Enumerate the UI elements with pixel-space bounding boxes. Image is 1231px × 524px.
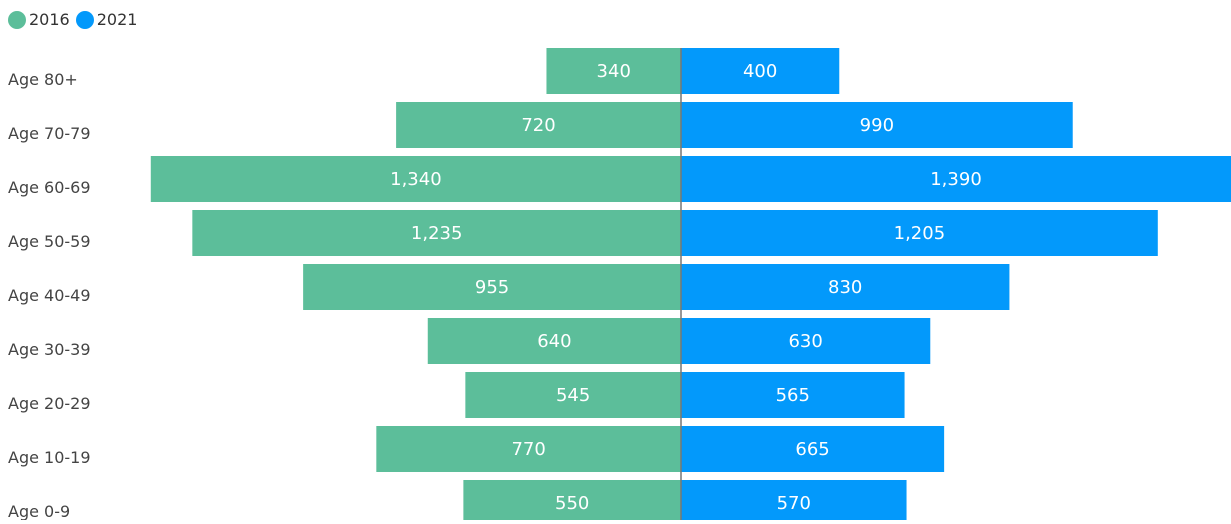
data-label-2021: 665: [795, 439, 829, 460]
bar-2021[interactable]: [681, 156, 1231, 202]
bar-2021[interactable]: [681, 372, 905, 418]
bar-2021[interactable]: [681, 318, 931, 364]
bar-2021[interactable]: [681, 102, 1073, 148]
data-label-2021: 830: [828, 277, 862, 298]
category-label: Age 50-59: [8, 232, 91, 251]
bar-2016[interactable]: [546, 48, 681, 94]
category-label: Age 20-29: [8, 394, 91, 413]
data-label-2016: 550: [555, 493, 589, 514]
bar-2016[interactable]: [427, 318, 681, 364]
category-label: Age 60-69: [8, 178, 91, 197]
bar-2021[interactable]: [681, 426, 945, 472]
legend-item-2021[interactable]: 2021: [75, 10, 138, 29]
legend-label-2021: 2021: [96, 10, 138, 29]
data-label-2016: 340: [597, 61, 631, 82]
bar-2016[interactable]: [465, 372, 681, 418]
data-label-2016: 545: [556, 385, 590, 406]
data-label-2021: 565: [776, 385, 810, 406]
data-label-2021: 630: [788, 331, 822, 352]
legend-swatch-2021: [75, 10, 94, 29]
legend-swatch-2016: [8, 10, 26, 29]
bar-2021[interactable]: [681, 210, 1158, 256]
bar-2021[interactable]: [681, 264, 1010, 310]
bar-2021[interactable]: [681, 48, 840, 94]
data-label-2016: 770: [511, 439, 545, 460]
data-label-2016: 1,235: [411, 223, 463, 244]
category-label: Age 40-49: [8, 286, 91, 305]
bar-2016[interactable]: [192, 210, 681, 256]
data-label-2016: 720: [521, 115, 555, 136]
data-label-2016: 955: [475, 277, 509, 298]
bar-2021[interactable]: [681, 480, 907, 524]
data-label-2016: 1,340: [390, 169, 442, 190]
chart-legend: 2016 2021: [8, 10, 143, 29]
data-label-2016: 640: [537, 331, 571, 352]
category-label: Age 30-39: [8, 340, 91, 359]
category-label: Age 80+: [8, 70, 78, 89]
bar-2016[interactable]: [303, 264, 681, 310]
data-label-2021: 570: [777, 493, 811, 514]
category-label: Age 0-9: [8, 502, 70, 520]
data-label-2021: 400: [743, 61, 777, 82]
bar-2016[interactable]: [396, 102, 681, 148]
category-label: Age 70-79: [8, 124, 91, 143]
legend-item-2016[interactable]: 2016: [8, 10, 70, 29]
bar-2016[interactable]: [150, 156, 681, 202]
data-label-2021: 1,390: [930, 169, 982, 190]
legend-label-2016: 2016: [29, 10, 70, 29]
data-label-2021: 990: [860, 115, 894, 136]
category-label: Age 10-19: [8, 448, 91, 467]
bar-2016[interactable]: [463, 480, 681, 524]
data-label-2021: 1,205: [894, 223, 946, 244]
bar-2016[interactable]: [376, 426, 681, 472]
